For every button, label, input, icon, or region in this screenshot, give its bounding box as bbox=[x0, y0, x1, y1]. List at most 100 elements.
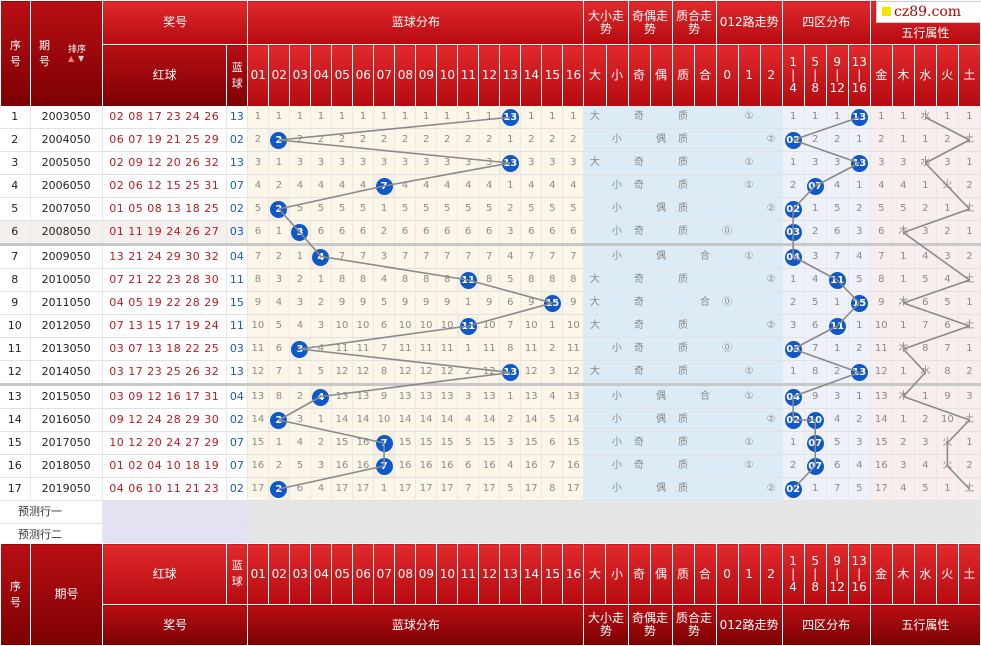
size-cell: 大 bbox=[583, 314, 607, 338]
five-cell: 1 bbox=[936, 197, 959, 221]
row-blue-ball: 07 bbox=[226, 174, 248, 198]
size-cell bbox=[583, 128, 607, 152]
blue-ball-marker: 11 bbox=[459, 271, 477, 289]
sort-button[interactable]: 排序 bbox=[68, 45, 87, 55]
five-cell: 2 bbox=[958, 454, 981, 478]
five-cell: 1 bbox=[870, 106, 893, 129]
zone-ball-marker: 13 bbox=[850, 154, 868, 172]
blue-dist-cell: 1 bbox=[289, 106, 311, 129]
prime-cell bbox=[694, 337, 717, 361]
five-cell: 3 bbox=[958, 384, 981, 409]
blue-dist-cell: 3 bbox=[373, 244, 396, 269]
prediction-cell bbox=[102, 523, 248, 547]
road-cell bbox=[716, 431, 739, 455]
prime-cell: 质 bbox=[671, 454, 695, 478]
row-period: 2016050 bbox=[30, 408, 103, 432]
blue-dist-cell: 2 bbox=[268, 408, 290, 432]
blue-dist-cell: 12 bbox=[415, 360, 438, 386]
footer-five-col-3: 火 bbox=[935, 543, 959, 605]
blue-dist-cell: 4 bbox=[331, 174, 354, 198]
prime-cell: 质 bbox=[671, 360, 695, 386]
road-cell: ① bbox=[738, 244, 761, 269]
five-cell: 3 bbox=[936, 151, 959, 175]
size-cell bbox=[583, 477, 607, 501]
zone-cell: 1 bbox=[848, 384, 871, 409]
zone-ball-marker: 03 bbox=[784, 223, 802, 241]
zone-cell: 2 bbox=[848, 337, 871, 361]
zone-cell: 1 bbox=[782, 268, 805, 292]
row-period: 2006050 bbox=[30, 174, 103, 198]
blue-dist-cell: 8 bbox=[478, 268, 501, 292]
road-cell bbox=[738, 291, 761, 315]
five-cell: 木 bbox=[892, 291, 915, 315]
blue-dist-cell: 7 bbox=[415, 244, 438, 269]
blue-dist-cell: 13 bbox=[478, 384, 501, 409]
prediction-label[interactable]: 预测行一 bbox=[0, 500, 103, 524]
size-cell bbox=[583, 384, 607, 409]
size-cell bbox=[583, 408, 607, 432]
parity-cell bbox=[649, 268, 673, 292]
draw-row: 16 2018050 01 02 04 10 18 19 07 16 2 5 3 16 16 7 16… bbox=[0, 454, 981, 478]
row-period: 2007050 bbox=[30, 197, 103, 221]
row-red-balls: 02 08 17 23 24 26 bbox=[102, 106, 227, 129]
blue-dist-cell: 2 bbox=[520, 128, 543, 152]
footer-zone-col-1: 5 | 8 bbox=[803, 543, 827, 605]
zone-cell: 1 bbox=[848, 314, 871, 338]
blue-dist-cell: 13 bbox=[499, 106, 522, 129]
five-cell: 火 bbox=[936, 431, 959, 455]
period-header[interactable]: 期 号 bbox=[30, 0, 104, 107]
row-red-balls: 10 12 20 24 27 29 bbox=[102, 431, 227, 455]
zone-col-1: 5 | 8 bbox=[803, 44, 827, 107]
row-blue-ball: 13 bbox=[226, 360, 248, 386]
blue-dist-cell: 13 bbox=[247, 384, 269, 409]
zone-cell: 6 bbox=[826, 220, 849, 246]
ball-col-01: 01 bbox=[247, 44, 270, 107]
prime-cell: 合 bbox=[694, 291, 717, 315]
blue-dist-cell: 9 bbox=[247, 291, 269, 315]
blue-dist-cell: 2 bbox=[268, 244, 290, 269]
blue-dist-cell: 3 bbox=[394, 151, 417, 175]
row-blue-ball: 11 bbox=[226, 314, 248, 338]
footer-ball-col-05: 05 bbox=[331, 543, 354, 605]
five-cell: 5 bbox=[914, 268, 937, 292]
sort-down-icon[interactable]: ▼ bbox=[78, 54, 85, 63]
footer-prize-header: 奖号 bbox=[102, 604, 249, 646]
blue-dist-cell: 7 bbox=[373, 454, 396, 478]
blue-dist-cell: 3 bbox=[562, 151, 585, 175]
blue-dist-cell: 6 bbox=[541, 431, 564, 455]
blue-ball-marker: 3 bbox=[291, 340, 309, 358]
road-col-1: 1 bbox=[737, 44, 761, 107]
road-cell: ① bbox=[738, 151, 761, 175]
zone-col-3: 13 | 16 bbox=[847, 44, 871, 107]
prime-cell: 质 bbox=[671, 337, 695, 361]
draw-row: 7 2009050 13 21 24 29 30 32 04 7 2 1 4 7 7 3 7 7 7 7 7 4… bbox=[0, 244, 981, 269]
blue-dist-cell: 5 bbox=[499, 268, 522, 292]
blue-dist-cell: 17 bbox=[478, 477, 501, 501]
blue-dist-cell: 2 bbox=[268, 477, 290, 501]
five-cell: 火 bbox=[936, 454, 959, 478]
five-cell: 1 bbox=[892, 360, 915, 386]
five-cell: 水 bbox=[914, 360, 937, 386]
parity-cell: 奇 bbox=[627, 174, 651, 198]
zone-cell: 13 bbox=[848, 151, 871, 175]
zone-cell: 1 bbox=[782, 360, 805, 386]
five-cell: 11 bbox=[870, 337, 893, 361]
draw-row: 8 2010050 07 21 22 23 28 30 11 8 3 2 1 8 8 4 8 8 8 11 8… bbox=[0, 268, 981, 292]
blue-ball-marker: 3 bbox=[291, 223, 309, 241]
prime-cell: 质 bbox=[671, 477, 695, 501]
prime-col-1: 合 bbox=[693, 44, 717, 107]
zone-cell: 6 bbox=[826, 454, 849, 478]
zone-cell: 02 bbox=[782, 477, 805, 501]
blue-dist-cell: 12 bbox=[562, 360, 585, 386]
parity-cell bbox=[649, 454, 673, 478]
five-col-2: 水 bbox=[913, 44, 937, 107]
size-cell bbox=[605, 314, 629, 338]
five-cell: 1 bbox=[892, 314, 915, 338]
road-cell bbox=[716, 128, 739, 152]
blue-dist-cell: 7 bbox=[562, 244, 585, 269]
blue-dist-cell: 4 bbox=[373, 268, 396, 292]
prime-cell bbox=[694, 106, 717, 129]
sort-up-icon[interactable]: ▲ bbox=[68, 54, 75, 63]
five-cell: 土 bbox=[958, 197, 981, 221]
road-cell bbox=[738, 408, 761, 432]
